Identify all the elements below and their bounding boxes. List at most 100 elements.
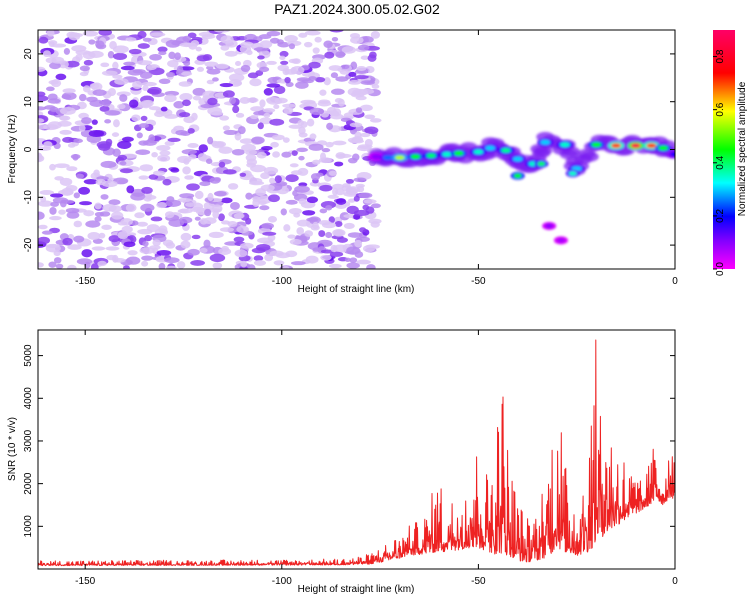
noise-speck [297,167,309,176]
noise-speck [235,60,242,67]
colorbar-label: Normalized spectral amplitude [737,81,748,216]
y-tick-label: -10 [23,190,34,205]
noise-speck [285,174,299,183]
figure-title: PAZ1.2024.300.05.02.G02 [274,1,440,17]
noise-speck [165,39,181,48]
noise-speck [123,241,136,248]
noise-speck [107,50,115,59]
noise-speck [198,98,206,106]
noise-speck [128,48,142,55]
noise-speck [158,262,166,269]
noise-speck [325,141,334,148]
noise-speck [151,151,158,158]
noise-speck [104,110,121,116]
noise-speck [269,177,276,184]
noise-speck [349,122,363,128]
x-tick-label: -150 [75,276,95,287]
noise-speck [136,221,148,227]
heatmap-x-axis-label: Height of straight line (km) [298,284,415,295]
noise-speck [67,143,76,148]
noise-speck [296,147,308,153]
noise-speck [108,235,121,243]
y-tick-label: 4000 [23,387,34,410]
noise-speck [188,42,198,50]
noise-speck [348,71,357,78]
x-tick-label: -150 [75,576,95,587]
noise-speck [126,185,135,194]
snr-panel: -150 -100 -50 0 1000 2000 3000 4000 5000 Height… [7,329,678,595]
noise-speck [198,144,209,153]
noise-speck [212,77,219,82]
x-tick-label: 0 [672,276,678,287]
noise-speck [158,51,167,56]
noise-speck [61,187,74,196]
noise-speck [245,217,252,225]
noise-speck [78,124,86,132]
noise-speck [319,89,327,96]
noise-speck [298,198,307,205]
noise-speck [221,197,233,204]
noise-speck [370,203,381,209]
noise-speck [125,203,137,212]
noise-speck [114,78,129,85]
noise-speck [323,40,333,48]
noise-speck [300,99,316,105]
noise-speck [261,222,274,229]
noise-speck [180,240,191,249]
noise-speck [267,76,280,84]
noise-speck [330,111,339,117]
noise-speck [182,99,191,107]
snr-frame [37,329,676,570]
noise-speck [52,197,69,204]
noise-speck [353,177,367,182]
noise-speck [55,73,67,81]
noise-speck [111,211,124,220]
noise-speck [257,122,264,130]
noise-speck [323,77,331,86]
noise-speck [158,78,171,84]
noise-speck [266,83,281,88]
noise-speck [67,264,77,269]
colorbar-tick-label: 0.2 [715,209,726,223]
noise-speck [176,261,186,269]
noise-speck [142,85,149,92]
noise-speck [187,128,195,134]
noise-speck [237,126,246,135]
noise-speck [356,66,367,71]
noise-speck [336,237,349,243]
noise-speck [141,255,154,261]
noise-speck [236,225,249,234]
noise-speck [253,111,266,116]
noise-speck [320,249,335,254]
noise-speck [281,151,292,158]
noise-speck [329,30,344,33]
noise-speck [146,64,157,71]
noise-speck [100,160,117,169]
noise-speck [318,157,332,164]
signal-blob-core [512,156,523,162]
y-tick-label: 20 [23,48,34,60]
noise-speck [328,263,342,269]
noise-speck [233,212,245,219]
noise-speck [73,220,83,228]
signal-blob-core [382,155,393,161]
noise-speck [156,144,171,151]
noise-speck [179,216,193,224]
noise-speck [312,159,321,165]
noise-speck [289,163,299,168]
noise-speck [233,236,245,243]
noise-speck [298,32,308,38]
noise-speck [358,88,375,95]
noise-speck [288,207,302,215]
noise-speck [38,36,49,44]
signal-blob-core [485,145,496,151]
noise-speck [38,262,44,268]
side-blob-core [537,161,546,167]
noise-speck [345,187,358,196]
noise-speck [98,30,113,36]
noise-speck [330,72,339,79]
noise-speck [273,260,285,266]
noise-speck [72,154,79,161]
noise-speck [66,166,78,172]
noise-speck [59,115,71,121]
